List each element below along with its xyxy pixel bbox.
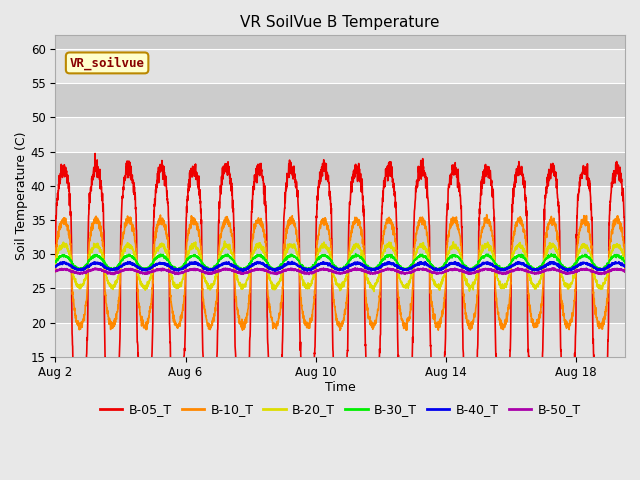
X-axis label: Time: Time (325, 381, 356, 394)
Title: VR SoilVue B Temperature: VR SoilVue B Temperature (241, 15, 440, 30)
Bar (56, 118, 625, 152)
Y-axis label: Soil Temperature (C): Soil Temperature (C) (15, 132, 28, 260)
Text: VR_soilvue: VR_soilvue (70, 56, 145, 70)
Bar (56, 254, 625, 288)
Bar (56, 186, 625, 220)
Legend: B-05_T, B-10_T, B-20_T, B-30_T, B-40_T, B-50_T: B-05_T, B-10_T, B-20_T, B-30_T, B-40_T, … (95, 398, 586, 421)
Bar (56, 323, 625, 357)
Bar (56, 49, 625, 83)
